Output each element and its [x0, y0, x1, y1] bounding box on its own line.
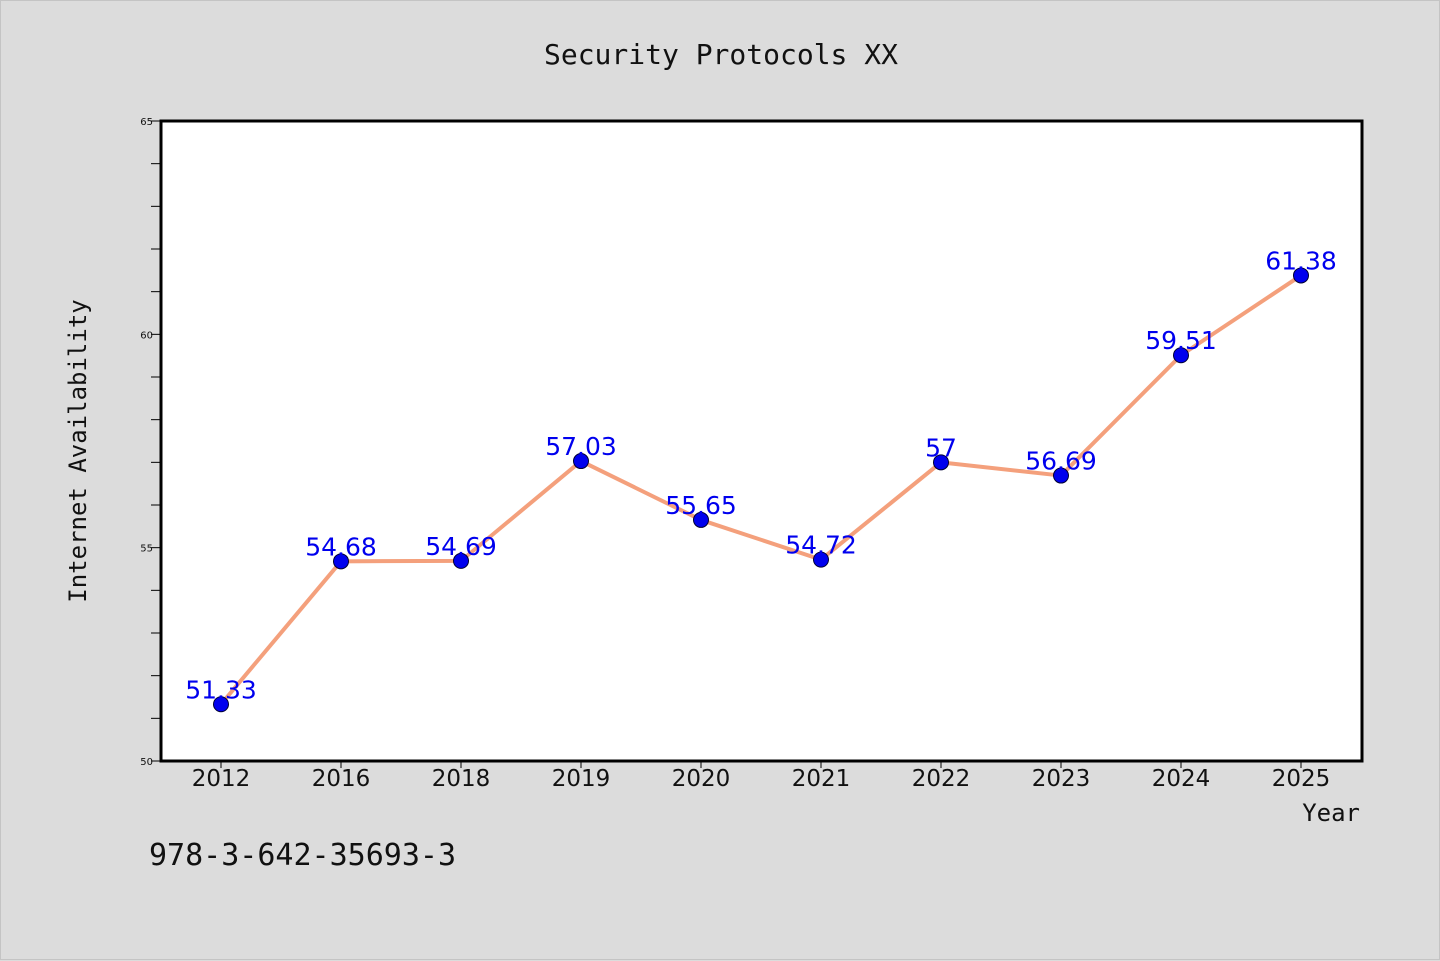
plot-area	[159, 119, 1364, 763]
x-tick-label: 2019	[552, 766, 611, 792]
data-label: 54.69	[425, 532, 497, 561]
y-axis: 50 55 60 65	[140, 117, 161, 768]
data-point-marker	[453, 552, 469, 569]
data-point-marker	[933, 454, 949, 471]
data-point-marker	[693, 511, 709, 528]
data-label: 51.33	[185, 675, 257, 704]
data-point-marker	[813, 551, 829, 568]
data-label-layer: 51.33 54.68 54.69 57.03 55.65 54.72 57 56.69 59.…	[185, 246, 1337, 704]
series-line	[219, 273, 1303, 707]
data-label: 57.03	[545, 432, 617, 461]
chart-title: Security Protocols XX	[544, 38, 898, 71]
x-tick-label: 2020	[672, 766, 731, 792]
y-tick-label: 65	[140, 117, 153, 128]
data-label: 54.72	[785, 531, 857, 560]
data-point-marker	[573, 453, 589, 470]
x-tick-label: 2025	[1272, 766, 1331, 792]
data-point-marker	[1173, 347, 1189, 364]
series-layer	[213, 267, 1309, 713]
x-axis: 2012 2016 2018 2019 2020 2021 2022 2023 2024 2025	[192, 761, 1331, 792]
x-tick-label: 2024	[1152, 766, 1211, 792]
data-label: 56.69	[1025, 447, 1097, 476]
y-tick-label: 60	[140, 330, 153, 341]
data-label: 55.65	[665, 491, 737, 520]
data-label: 54.68	[305, 532, 377, 561]
data-label: 57	[925, 433, 957, 462]
x-tick-label: 2012	[192, 766, 251, 792]
data-point-marker	[213, 696, 229, 713]
x-tick-label: 2022	[912, 766, 971, 792]
y-tick-label: 55	[140, 544, 153, 555]
data-point-marker	[1293, 267, 1309, 284]
x-tick-label: 2016	[312, 766, 371, 792]
x-tick-label: 2023	[1032, 766, 1091, 792]
y-axis-label: Internet Availability	[64, 299, 92, 602]
data-label: 59.51	[1145, 326, 1217, 355]
x-tick-label: 2021	[792, 766, 851, 792]
data-point-marker	[1053, 467, 1069, 484]
y-tick-label: 50	[140, 757, 153, 768]
data-label: 61.38	[1265, 246, 1337, 275]
footnote-isbn: 978-3-642-35693-3	[149, 838, 456, 873]
x-axis-label: Year	[1302, 799, 1360, 827]
data-point-marker	[333, 553, 349, 570]
x-tick-label: 2018	[432, 766, 491, 792]
